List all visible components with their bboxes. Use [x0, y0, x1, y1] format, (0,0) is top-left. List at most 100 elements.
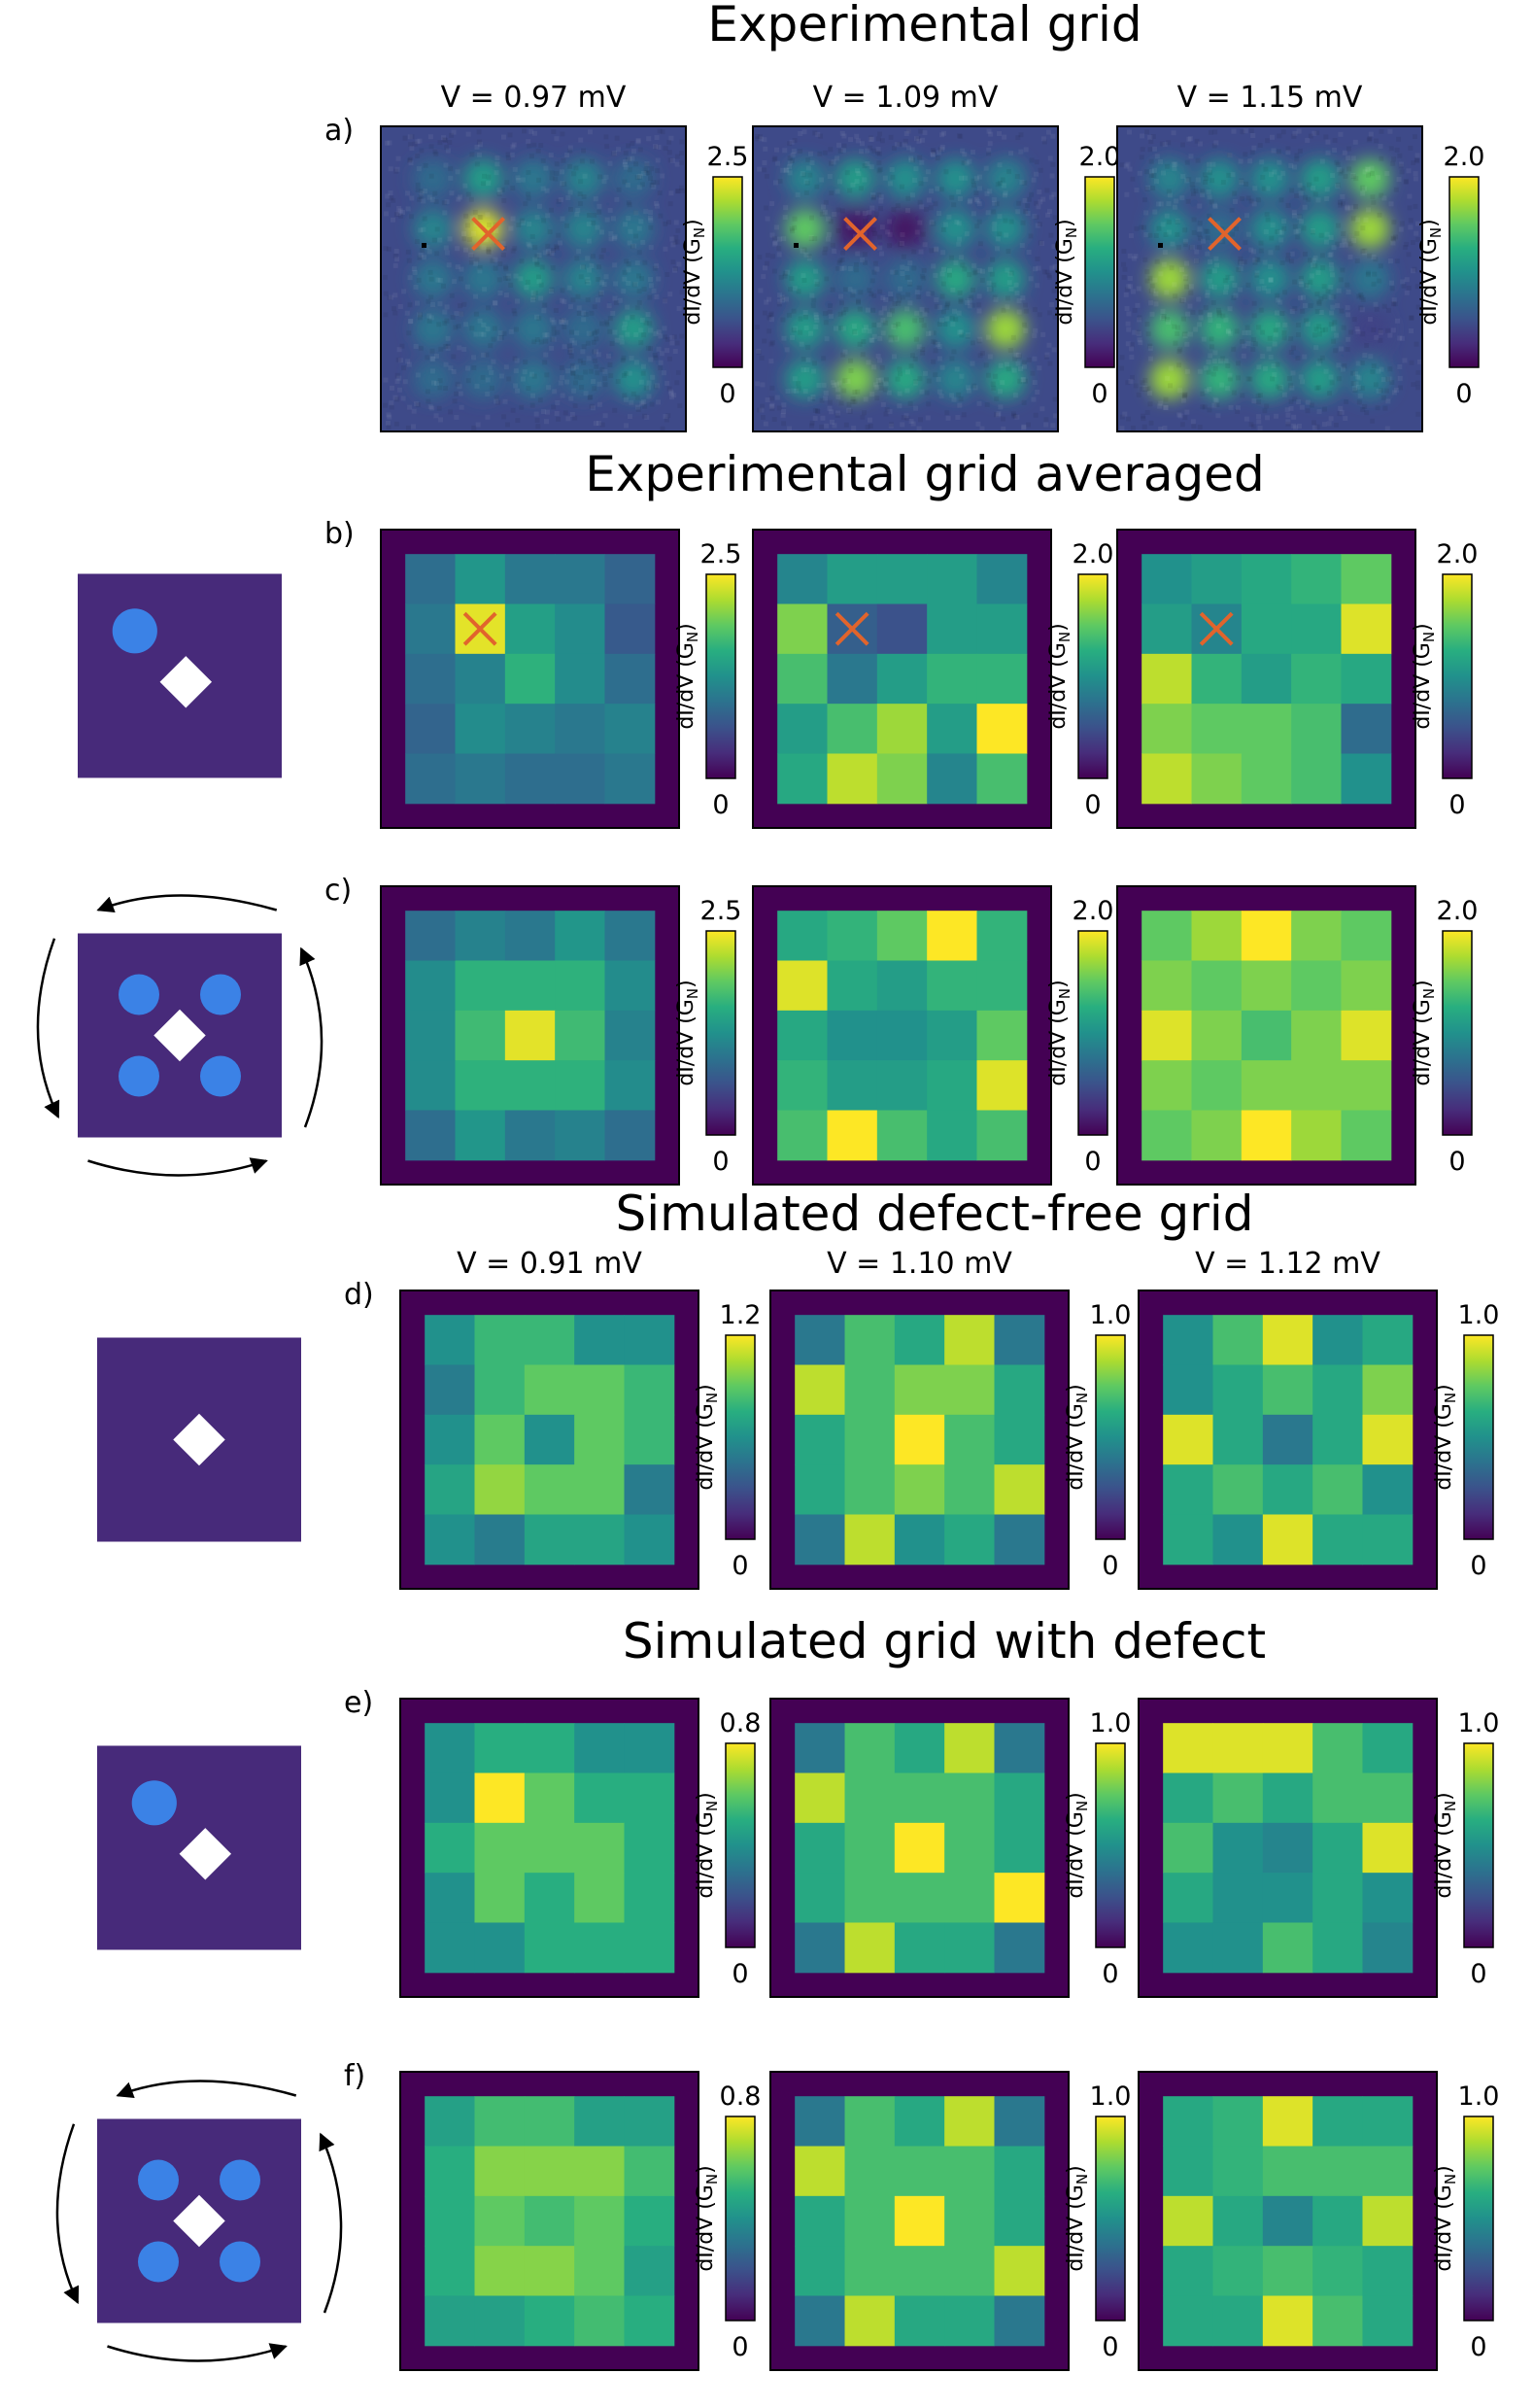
map-a-0-noise [578, 179, 584, 185]
map-a-2-noise [1358, 292, 1364, 297]
map-c-1-cell [777, 1110, 829, 1161]
map-d-1-cell [944, 1315, 995, 1366]
map-a-1-noise [958, 298, 964, 304]
map-a-0-noise [542, 332, 548, 338]
map-a-0-noise [404, 190, 410, 196]
map-a-0-noise [554, 410, 560, 416]
map-a-0-noise [505, 155, 511, 161]
map-a-2-noise [1388, 201, 1394, 207]
map-a-0-noise [494, 170, 499, 176]
map-a-0-noise [675, 189, 681, 194]
map-a-0-noise [658, 333, 664, 339]
map-a-1-noise [1003, 218, 1008, 224]
map-a-0-noise [481, 352, 487, 358]
map-c-2-cell [1141, 960, 1193, 1012]
map-a-2-noise [1263, 229, 1269, 235]
map-a-2-noise [1188, 284, 1194, 290]
map-a-0-noise [620, 358, 626, 363]
map-a-0-noise [635, 139, 641, 145]
map-a-2-noise [1147, 275, 1153, 281]
map-a-0-noise [622, 269, 628, 275]
map-a-1-noise [895, 203, 901, 209]
map-a-1-noise [1008, 151, 1014, 156]
map-a-1-noise [979, 426, 985, 431]
map-a-1-noise [806, 254, 812, 259]
map-a-1-noise [1049, 302, 1055, 308]
map-a-0-defect-dot [422, 243, 426, 248]
map-a-0-noise [407, 134, 413, 140]
map-b-0-cell [555, 753, 605, 805]
map-a-0-noise [649, 166, 655, 172]
map-a-0-noise [535, 148, 541, 154]
map-b-2-cell [1191, 554, 1243, 605]
map-e-1-colorbar-label-main: dI/dV (G [1064, 1811, 1088, 1899]
map-a-0-noise [423, 189, 428, 194]
map-a-1-noise [822, 250, 828, 256]
map-a-2-noise [1338, 277, 1344, 283]
map-a-1-noise [946, 214, 952, 220]
map-b-0-cell [455, 753, 506, 805]
map-a-2-noise [1211, 285, 1217, 291]
map-a-2-noise [1323, 368, 1329, 374]
map-a-0-noise [465, 191, 471, 197]
map-a-2-noise [1232, 282, 1238, 288]
map-a-1-noise [997, 180, 1003, 186]
map-a-1-noise [997, 131, 1003, 137]
map-b-0-cell [504, 704, 556, 754]
map-a-2-noise [1243, 152, 1248, 157]
map-a-1-noise [853, 330, 859, 336]
map-a-2-noise [1147, 147, 1153, 153]
map-a-1-noise [973, 196, 979, 202]
map-a-0-noise [395, 155, 401, 161]
map-a-1-noise [901, 254, 906, 259]
map-a-2-noise [1175, 219, 1180, 224]
map-c-2-cell [1341, 960, 1392, 1012]
map-d-0-cell [624, 1414, 675, 1465]
map-a-1-noise [869, 337, 875, 343]
map-a-0-noise [622, 393, 628, 398]
map-a-0-noise [654, 200, 660, 206]
map-a-0-noise [569, 337, 575, 343]
map-a-1-noise [963, 175, 969, 181]
map-b-0-colorbar-min-label: 0 [712, 790, 729, 820]
map-a-2-noise [1343, 242, 1348, 248]
map-a-0-noise [626, 267, 631, 273]
map-a-2-noise [1139, 155, 1144, 160]
map-e-2-colorbar-min-label: 0 [1470, 1959, 1486, 1989]
map-a-2-noise [1280, 129, 1286, 135]
map-a-1-noise [880, 295, 886, 301]
map-a-0-noise [427, 404, 433, 410]
map-a-1-blob [936, 209, 975, 249]
map-a-2-noise [1179, 298, 1185, 304]
map-a-1-noise [876, 322, 882, 327]
map-a-0-noise [601, 179, 607, 185]
map-a-2-noise [1281, 392, 1287, 397]
map-a-1-noise [847, 225, 853, 231]
map-a-2-noise [1240, 196, 1245, 202]
map-a-1-noise [862, 211, 868, 217]
map-a-1-noise [790, 228, 796, 234]
map-a-1-noise [992, 294, 998, 300]
map-a-2-noise [1321, 422, 1327, 428]
map-a-1-colorbar-label-sub: N [1063, 227, 1080, 238]
map-a-0-noise [654, 263, 660, 269]
map-a-1-noise [1017, 378, 1023, 384]
map-a-1-noise [1043, 422, 1049, 428]
map-a-1-noise [971, 287, 976, 292]
map-a-1-noise [858, 186, 864, 191]
map-d-1-cell [894, 1315, 945, 1366]
map-f-1-cell [795, 2195, 846, 2247]
map-a-2-noise [1328, 252, 1334, 258]
map-a-1-noise [888, 334, 894, 340]
schematic-c-disc-3 [200, 1055, 241, 1097]
map-a-2-noise [1308, 280, 1313, 286]
map-a-0-noise [586, 238, 592, 244]
map-a-2-noise [1372, 271, 1378, 277]
map-a-1-noise [777, 178, 783, 184]
map-a-1-noise [784, 296, 790, 302]
map-a-0-noise [411, 266, 417, 272]
map-a-2-noise [1148, 356, 1154, 361]
map-a-1-noise [971, 262, 977, 268]
map-f-1-cell [795, 2295, 846, 2347]
